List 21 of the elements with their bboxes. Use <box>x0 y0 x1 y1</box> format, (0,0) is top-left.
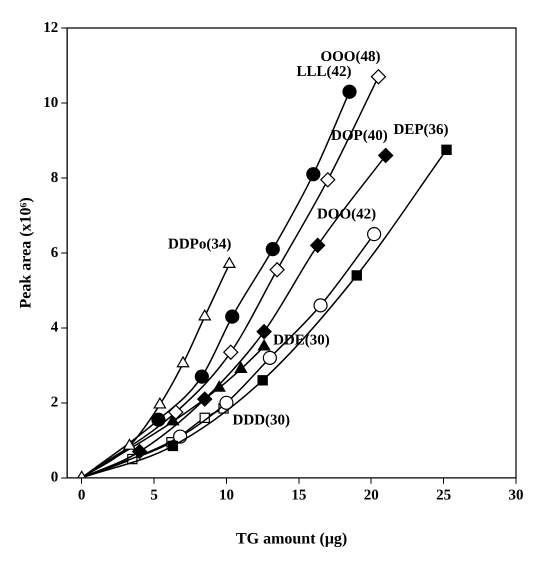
y-tick-label: 10 <box>43 94 58 111</box>
x-tick-label: 0 <box>78 488 86 504</box>
series-label: OOO(48) <box>320 49 380 66</box>
series-label: DDD(30) <box>232 412 290 428</box>
y-axis-title: Peak area (x10⁶) <box>18 197 35 308</box>
x-tick-label: 30 <box>508 488 524 504</box>
y-tick-label: 2 <box>50 394 58 411</box>
y-tick-label: 12 <box>43 20 58 36</box>
y-tick-label: 0 <box>50 470 58 486</box>
x-tick-label: 20 <box>364 488 379 504</box>
y-tick-label: 6 <box>50 244 59 261</box>
y-tick-label: 4 <box>50 320 59 336</box>
series-label: LLL(42) <box>296 64 352 80</box>
x-axis-title: TG amount (μg) <box>236 530 348 548</box>
x-tick-label: 5 <box>150 488 158 504</box>
series-label: DEP(36) <box>394 122 449 138</box>
x-tick-label: 15 <box>291 488 306 504</box>
series-label: DDPo(34) <box>168 236 232 253</box>
x-tick-label: 10 <box>218 488 234 504</box>
x-tick-label: 25 <box>436 488 452 504</box>
y-tick-label: 8 <box>50 170 58 186</box>
